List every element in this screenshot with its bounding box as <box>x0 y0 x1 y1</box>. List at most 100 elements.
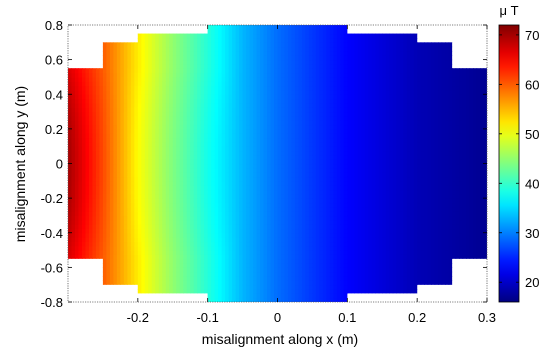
heatmap-cell <box>113 68 118 74</box>
heatmap-cell <box>239 189 244 195</box>
heatmap-cell <box>169 150 174 156</box>
heatmap-cell <box>329 107 334 113</box>
heatmap-cell <box>92 211 97 217</box>
heatmap-cell <box>315 211 320 217</box>
heatmap-cell <box>158 63 163 69</box>
heatmap-cell <box>274 254 279 260</box>
heatmap-cell <box>246 159 251 165</box>
heatmap-cell <box>169 159 174 165</box>
heatmap-cell <box>109 25 114 30</box>
heatmap-cell <box>319 133 324 139</box>
heatmap-cell <box>214 133 219 139</box>
heatmap-cell <box>151 211 156 217</box>
heatmap-cell <box>200 63 205 69</box>
heatmap-cell <box>256 206 261 212</box>
heatmap-cell <box>256 232 261 238</box>
heatmap-cell <box>78 202 83 208</box>
heatmap-cell <box>218 228 223 234</box>
heatmap-cell <box>294 198 300 204</box>
heatmap-cell <box>92 219 97 225</box>
heatmap-cell <box>197 42 202 48</box>
heatmap-cell <box>221 72 226 78</box>
heatmap-cell <box>267 271 272 277</box>
heatmap-cell <box>270 215 275 221</box>
heatmap-cell <box>116 72 121 78</box>
heatmap-cell <box>116 25 121 30</box>
heatmap-cell <box>246 68 251 74</box>
heatmap-cell <box>113 33 118 39</box>
heatmap-cell <box>172 176 177 182</box>
heatmap-cell <box>291 107 296 113</box>
heatmap-cell <box>322 63 327 69</box>
heatmap-cell <box>165 202 170 208</box>
heatmap-cell <box>315 224 320 230</box>
heatmap-cell <box>246 228 251 234</box>
heatmap-cell <box>130 102 135 108</box>
heatmap-cell <box>322 85 327 91</box>
heatmap-cell <box>228 219 233 225</box>
heatmap-cell <box>68 46 73 52</box>
heatmap-cell <box>116 137 121 143</box>
heatmap-cell <box>190 68 195 74</box>
heatmap-cell <box>207 180 212 186</box>
heatmap-cell <box>270 193 275 199</box>
heatmap-cell <box>155 237 160 243</box>
heatmap-cell <box>78 284 83 290</box>
heatmap-cell <box>287 25 293 30</box>
heatmap-cell <box>155 284 160 290</box>
heatmap-cell <box>298 297 303 302</box>
heatmap-cell <box>256 263 261 268</box>
heatmap-cell <box>221 245 226 251</box>
heatmap-cell <box>71 141 76 147</box>
heatmap-cell <box>68 50 73 56</box>
heatmap-cell <box>280 232 286 238</box>
heatmap-cell <box>270 76 275 82</box>
heatmap-cell <box>218 154 223 160</box>
heatmap-cell <box>190 76 195 82</box>
heatmap-cell <box>78 250 83 255</box>
heatmap-cell <box>85 159 90 165</box>
heatmap-cell <box>221 215 226 221</box>
heatmap-cell <box>116 150 121 156</box>
heatmap-cell <box>211 37 216 43</box>
heatmap-cell <box>284 76 289 82</box>
heatmap-cell <box>333 280 338 286</box>
heatmap-cell <box>280 219 286 225</box>
heatmap-cell <box>155 293 160 299</box>
heatmap-cell <box>319 94 324 100</box>
heatmap-cell <box>267 185 272 191</box>
heatmap-cell <box>242 124 247 130</box>
heatmap-cell <box>158 163 163 169</box>
heatmap-cell <box>193 228 198 234</box>
heatmap-cell <box>95 141 101 147</box>
heatmap-cell <box>298 258 303 264</box>
heatmap-cell <box>197 68 202 74</box>
heatmap-cell <box>134 167 139 173</box>
heatmap-cell <box>179 29 184 35</box>
heatmap-cell <box>130 94 135 100</box>
heatmap-cell <box>218 241 223 247</box>
heatmap-cell <box>204 120 209 126</box>
heatmap-cell <box>235 42 240 48</box>
heatmap-cell <box>315 46 320 52</box>
heatmap-cell <box>127 94 132 100</box>
heatmap-cell <box>232 167 237 173</box>
heatmap-cell <box>298 33 303 39</box>
heatmap-cell <box>71 258 76 264</box>
heatmap-cell <box>148 271 153 277</box>
heatmap-cell <box>141 29 146 35</box>
heatmap-cell <box>176 193 181 199</box>
heatmap-cell <box>263 115 268 121</box>
heatmap-cell <box>120 211 125 217</box>
heatmap-cell <box>315 185 320 191</box>
heatmap-cell <box>294 141 300 147</box>
heatmap-cell <box>235 237 240 243</box>
heatmap-cell <box>141 185 146 191</box>
heatmap-cell <box>312 72 317 78</box>
heatmap-cell <box>176 146 181 152</box>
heatmap-cell <box>113 37 118 43</box>
heatmap-cell <box>298 250 303 255</box>
heatmap-cell <box>106 284 111 290</box>
heatmap-cell <box>99 68 104 74</box>
heatmap-cell <box>176 280 181 286</box>
